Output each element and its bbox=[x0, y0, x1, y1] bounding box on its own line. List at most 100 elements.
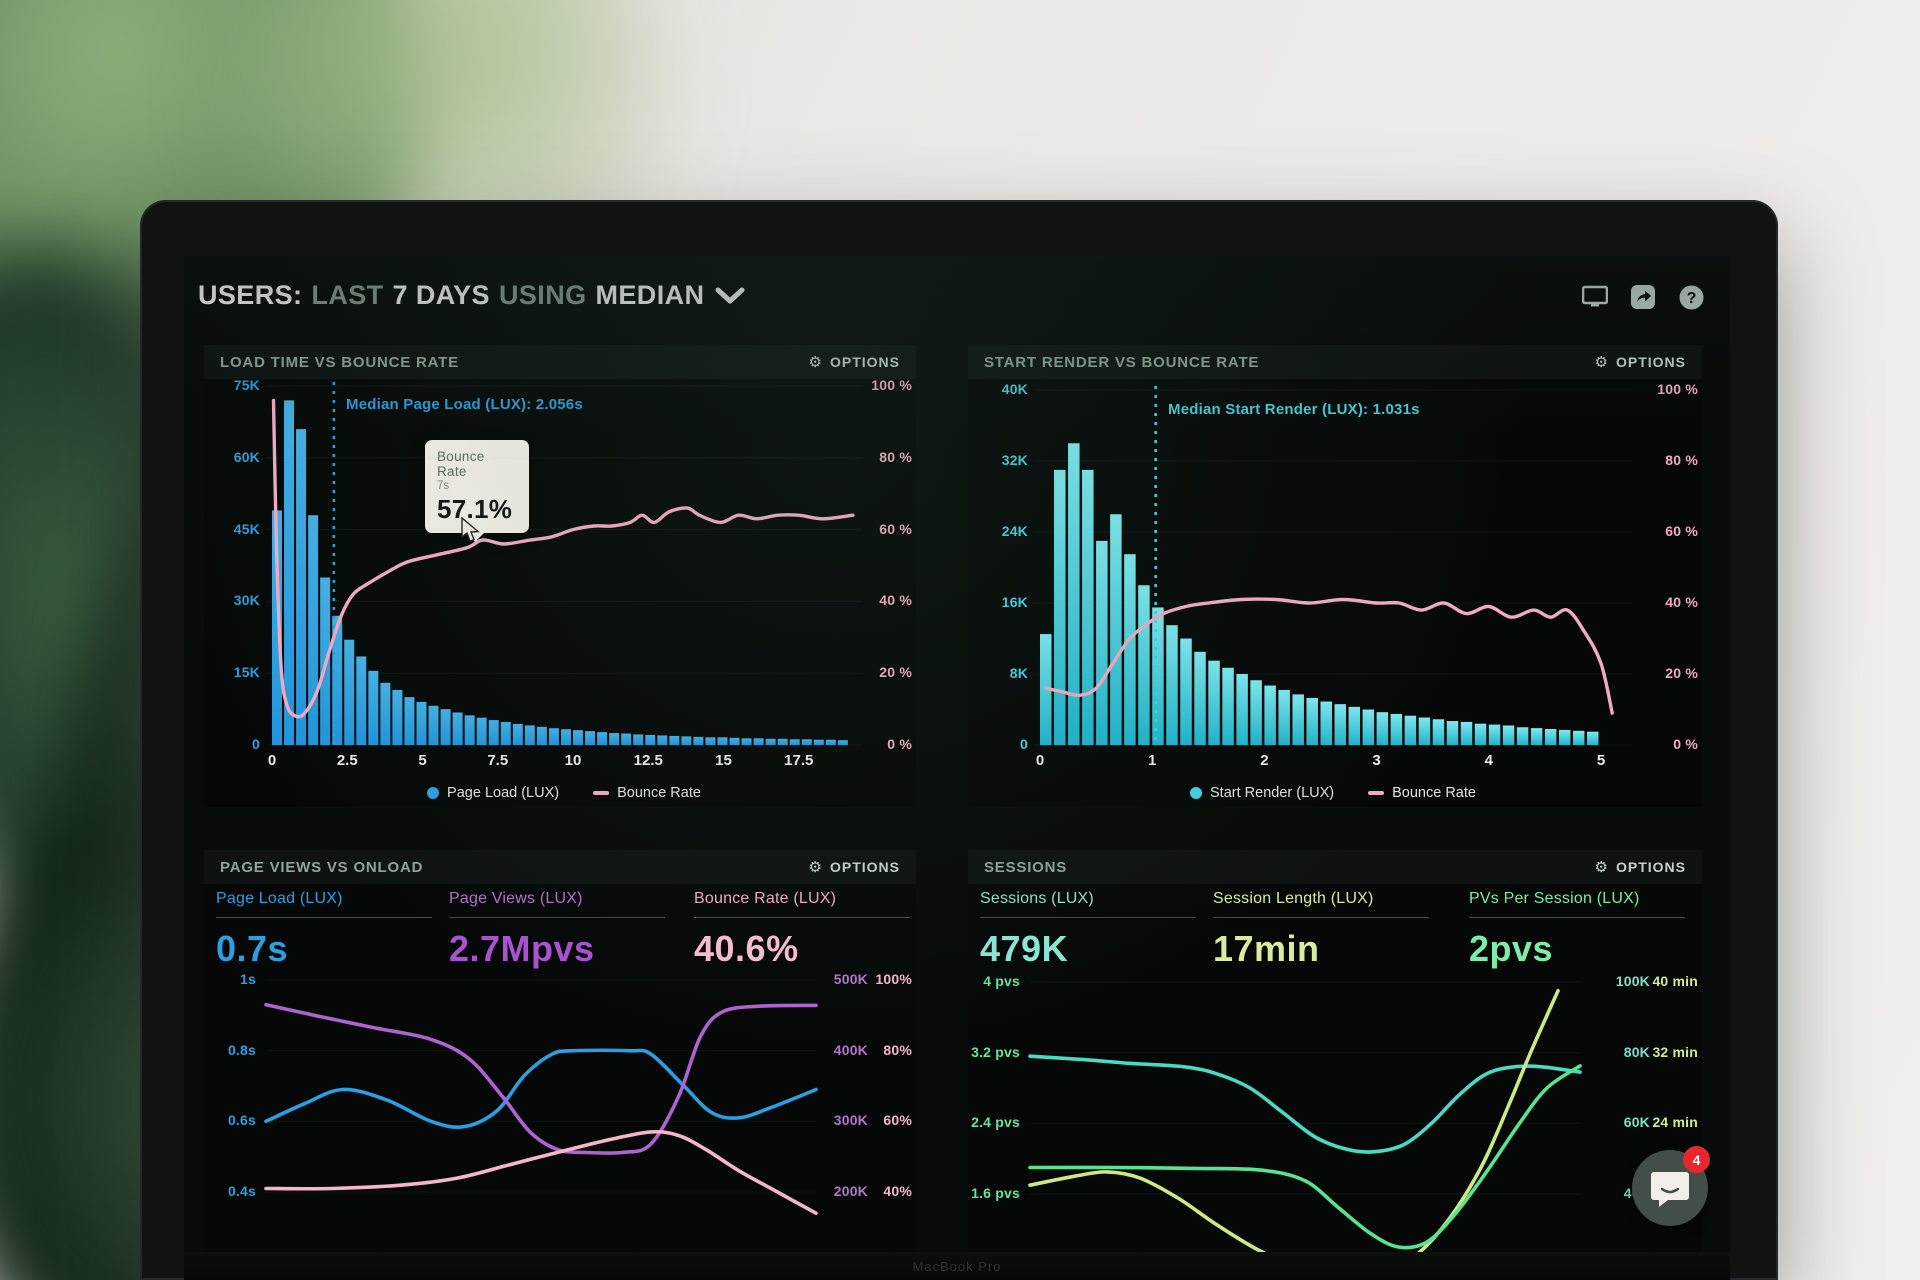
y-axis-left-label: 1s bbox=[240, 971, 256, 987]
metric-pvs-per-session: PVs Per Session (LUX) 2pvs bbox=[1469, 890, 1685, 970]
y-axis-left-label: 45K bbox=[233, 520, 260, 537]
chat-bubble-icon bbox=[1651, 1172, 1689, 1207]
y-axis-right-primary-label: 60K bbox=[1623, 1114, 1650, 1131]
page_views-chart[interactable] bbox=[204, 850, 916, 1252]
y-axis-right-label: 0 % bbox=[1673, 736, 1698, 752]
dashboard-screen: USERS: LAST 7 DAYS USING MEDIAN ? LOAD TIME … bbox=[184, 256, 1730, 1252]
legend-item[interactable]: Bounce Rate bbox=[1368, 785, 1476, 801]
series-sessions-lux- bbox=[1028, 1054, 1582, 1154]
y-axis-left-label: 24K bbox=[1001, 523, 1028, 539]
y-axis-right-secondary-label: 24 min bbox=[1652, 1114, 1698, 1131]
legend-line-marker bbox=[593, 791, 610, 795]
panel-header: SESSIONS ⚙ OPTIONS bbox=[968, 850, 1702, 884]
options-button[interactable]: ⚙ OPTIONS bbox=[808, 858, 900, 876]
y-axis-left-label: 32K bbox=[1001, 452, 1028, 468]
x-axis-label: 5 bbox=[1596, 752, 1606, 769]
x-axis-label: 17.5 bbox=[784, 752, 814, 769]
chart-legend: Page Load (LUX) Bounce Rate bbox=[266, 785, 862, 801]
legend-label: Start Render (LUX) bbox=[1210, 785, 1335, 801]
legend-item[interactable]: Start Render (LUX) bbox=[1190, 785, 1334, 801]
legend-item[interactable]: Page Load (LUX) bbox=[427, 785, 559, 801]
y-axis-right-secondary-label: 32 min bbox=[1652, 1043, 1698, 1060]
x-axis-label: 10 bbox=[564, 752, 582, 769]
chart-legend: Start Render (LUX) Bounce Rate bbox=[1034, 785, 1632, 801]
share-icon[interactable] bbox=[1630, 284, 1656, 310]
gear-icon: ⚙ bbox=[1594, 353, 1609, 371]
y-axis-left-label: 15K bbox=[233, 664, 260, 681]
y-axis-right-primary-label: 300K bbox=[833, 1112, 868, 1129]
legend-label: Page Load (LUX) bbox=[447, 785, 560, 801]
x-axis-label: 12.5 bbox=[633, 752, 663, 769]
help-icon[interactable]: ? bbox=[1678, 284, 1704, 310]
options-button[interactable]: ⚙ OPTIONS bbox=[808, 353, 900, 371]
y-axis-right-label: 20 % bbox=[879, 664, 912, 681]
title-segment: 7 DAYS bbox=[392, 280, 490, 310]
metric-page-load: Page Load (LUX) 0.7s bbox=[216, 890, 432, 970]
series-session-length-lux- bbox=[1028, 989, 1560, 1252]
metric-sessions: Sessions (LUX) 479K bbox=[980, 890, 1196, 970]
legend-item[interactable]: Bounce Rate bbox=[593, 785, 701, 801]
title-segment: USING bbox=[498, 280, 587, 310]
sessions-chart[interactable] bbox=[968, 850, 1702, 1252]
load_time-chart[interactable] bbox=[204, 345, 916, 807]
page-title[interactable]: USERS: LAST 7 DAYS USING MEDIAN bbox=[198, 280, 745, 313]
y-axis-right-primary-label: 400K bbox=[833, 1041, 868, 1058]
svg-text:?: ? bbox=[1686, 290, 1696, 307]
x-axis-label: 2 bbox=[1260, 752, 1269, 769]
chat-widget-button[interactable]: 4 bbox=[1632, 1146, 1710, 1226]
y-axis-right-secondary-label: 60% bbox=[883, 1112, 912, 1129]
title-segment: USERS: bbox=[198, 280, 303, 310]
y-axis-left-label: 4 pvs bbox=[983, 973, 1020, 989]
options-button[interactable]: ⚙ OPTIONS bbox=[1594, 353, 1686, 371]
y-axis-right-label: 80 % bbox=[879, 448, 912, 465]
metric-session-length: Session Length (LUX) 17min bbox=[1213, 890, 1429, 970]
panel-title: SESSIONS bbox=[984, 858, 1068, 876]
series-page-views-lux- bbox=[264, 1002, 818, 1155]
gear-icon: ⚙ bbox=[808, 858, 823, 876]
y-axis-left-label: 75K bbox=[233, 377, 260, 393]
y-axis-right-label: 40 % bbox=[1665, 594, 1698, 610]
chat-unread-badge: 4 bbox=[1683, 1146, 1710, 1173]
series-bounce-rate-lux- bbox=[264, 1129, 818, 1215]
median-annotation: Median Start Render (LUX): 1.031s bbox=[1168, 401, 1420, 418]
x-axis-label: 3 bbox=[1372, 752, 1381, 769]
y-axis-right-label: 60 % bbox=[1665, 523, 1698, 539]
legend-line-marker bbox=[1368, 791, 1385, 795]
chevron-down-icon[interactable] bbox=[715, 282, 745, 313]
gear-icon: ⚙ bbox=[1594, 858, 1609, 876]
panel-header: LOAD TIME VS BOUNCE RATE ⚙ OPTIONS bbox=[204, 345, 916, 379]
start_render-chart[interactable] bbox=[968, 345, 1702, 807]
panel-title: START RENDER VS BOUNCE RATE bbox=[984, 353, 1260, 371]
y-axis-right-secondary-label: 40% bbox=[883, 1183, 912, 1199]
metric-page-views: Page Views (LUX) 2.7Mpvs bbox=[449, 890, 665, 970]
metric-bounce-rate: Bounce Rate (LUX) 40.6% bbox=[694, 890, 910, 970]
y-axis-left-label: 40K bbox=[1001, 381, 1028, 397]
panel-sessions: SESSIONS ⚙ OPTIONS Sessions (LUX) 479K Ses… bbox=[968, 850, 1702, 1252]
x-axis-label: 0 bbox=[1035, 752, 1045, 769]
title-segment: LAST bbox=[311, 280, 384, 310]
laptop-brand-label: MacBook Pro bbox=[912, 1259, 1002, 1274]
panel-start-render-vs-bounce-rate: START RENDER VS BOUNCE RATE ⚙ OPTIONS 40K… bbox=[968, 345, 1702, 807]
panel-title: PAGE VIEWS VS ONLOAD bbox=[220, 858, 424, 876]
y-axis-right-label: 80 % bbox=[1665, 452, 1698, 468]
y-axis-left-label: 30K bbox=[233, 592, 260, 609]
median-annotation: Median Page Load (LUX): 2.056s bbox=[346, 396, 583, 413]
tooltip-title: Bounce Rate bbox=[437, 449, 485, 479]
y-axis-left-label: 0.8s bbox=[227, 1041, 256, 1058]
y-axis-left-label: 3.2 pvs bbox=[971, 1043, 1020, 1060]
tooltip-subtitle: 7s bbox=[437, 480, 450, 492]
y-axis-right-secondary-label: 40 min bbox=[1652, 973, 1698, 989]
y-axis-left-label: 2.4 pvs bbox=[971, 1114, 1020, 1131]
toolbar: ? bbox=[1582, 284, 1704, 310]
chart-tooltip: Bounce Rate 7s 57.1% bbox=[425, 440, 529, 542]
options-button[interactable]: ⚙ OPTIONS bbox=[1594, 858, 1686, 876]
y-axis-right-label: 40 % bbox=[879, 592, 912, 609]
display-icon[interactable] bbox=[1582, 284, 1608, 310]
y-axis-left-label: 0.4s bbox=[227, 1183, 256, 1199]
y-axis-right-secondary-label: 100% bbox=[875, 971, 912, 987]
y-axis-right-primary-label: 100K bbox=[1615, 973, 1650, 989]
x-axis-label: 1 bbox=[1148, 752, 1157, 769]
title-segment: MEDIAN bbox=[595, 280, 705, 310]
x-axis-label: 0 bbox=[267, 752, 277, 769]
